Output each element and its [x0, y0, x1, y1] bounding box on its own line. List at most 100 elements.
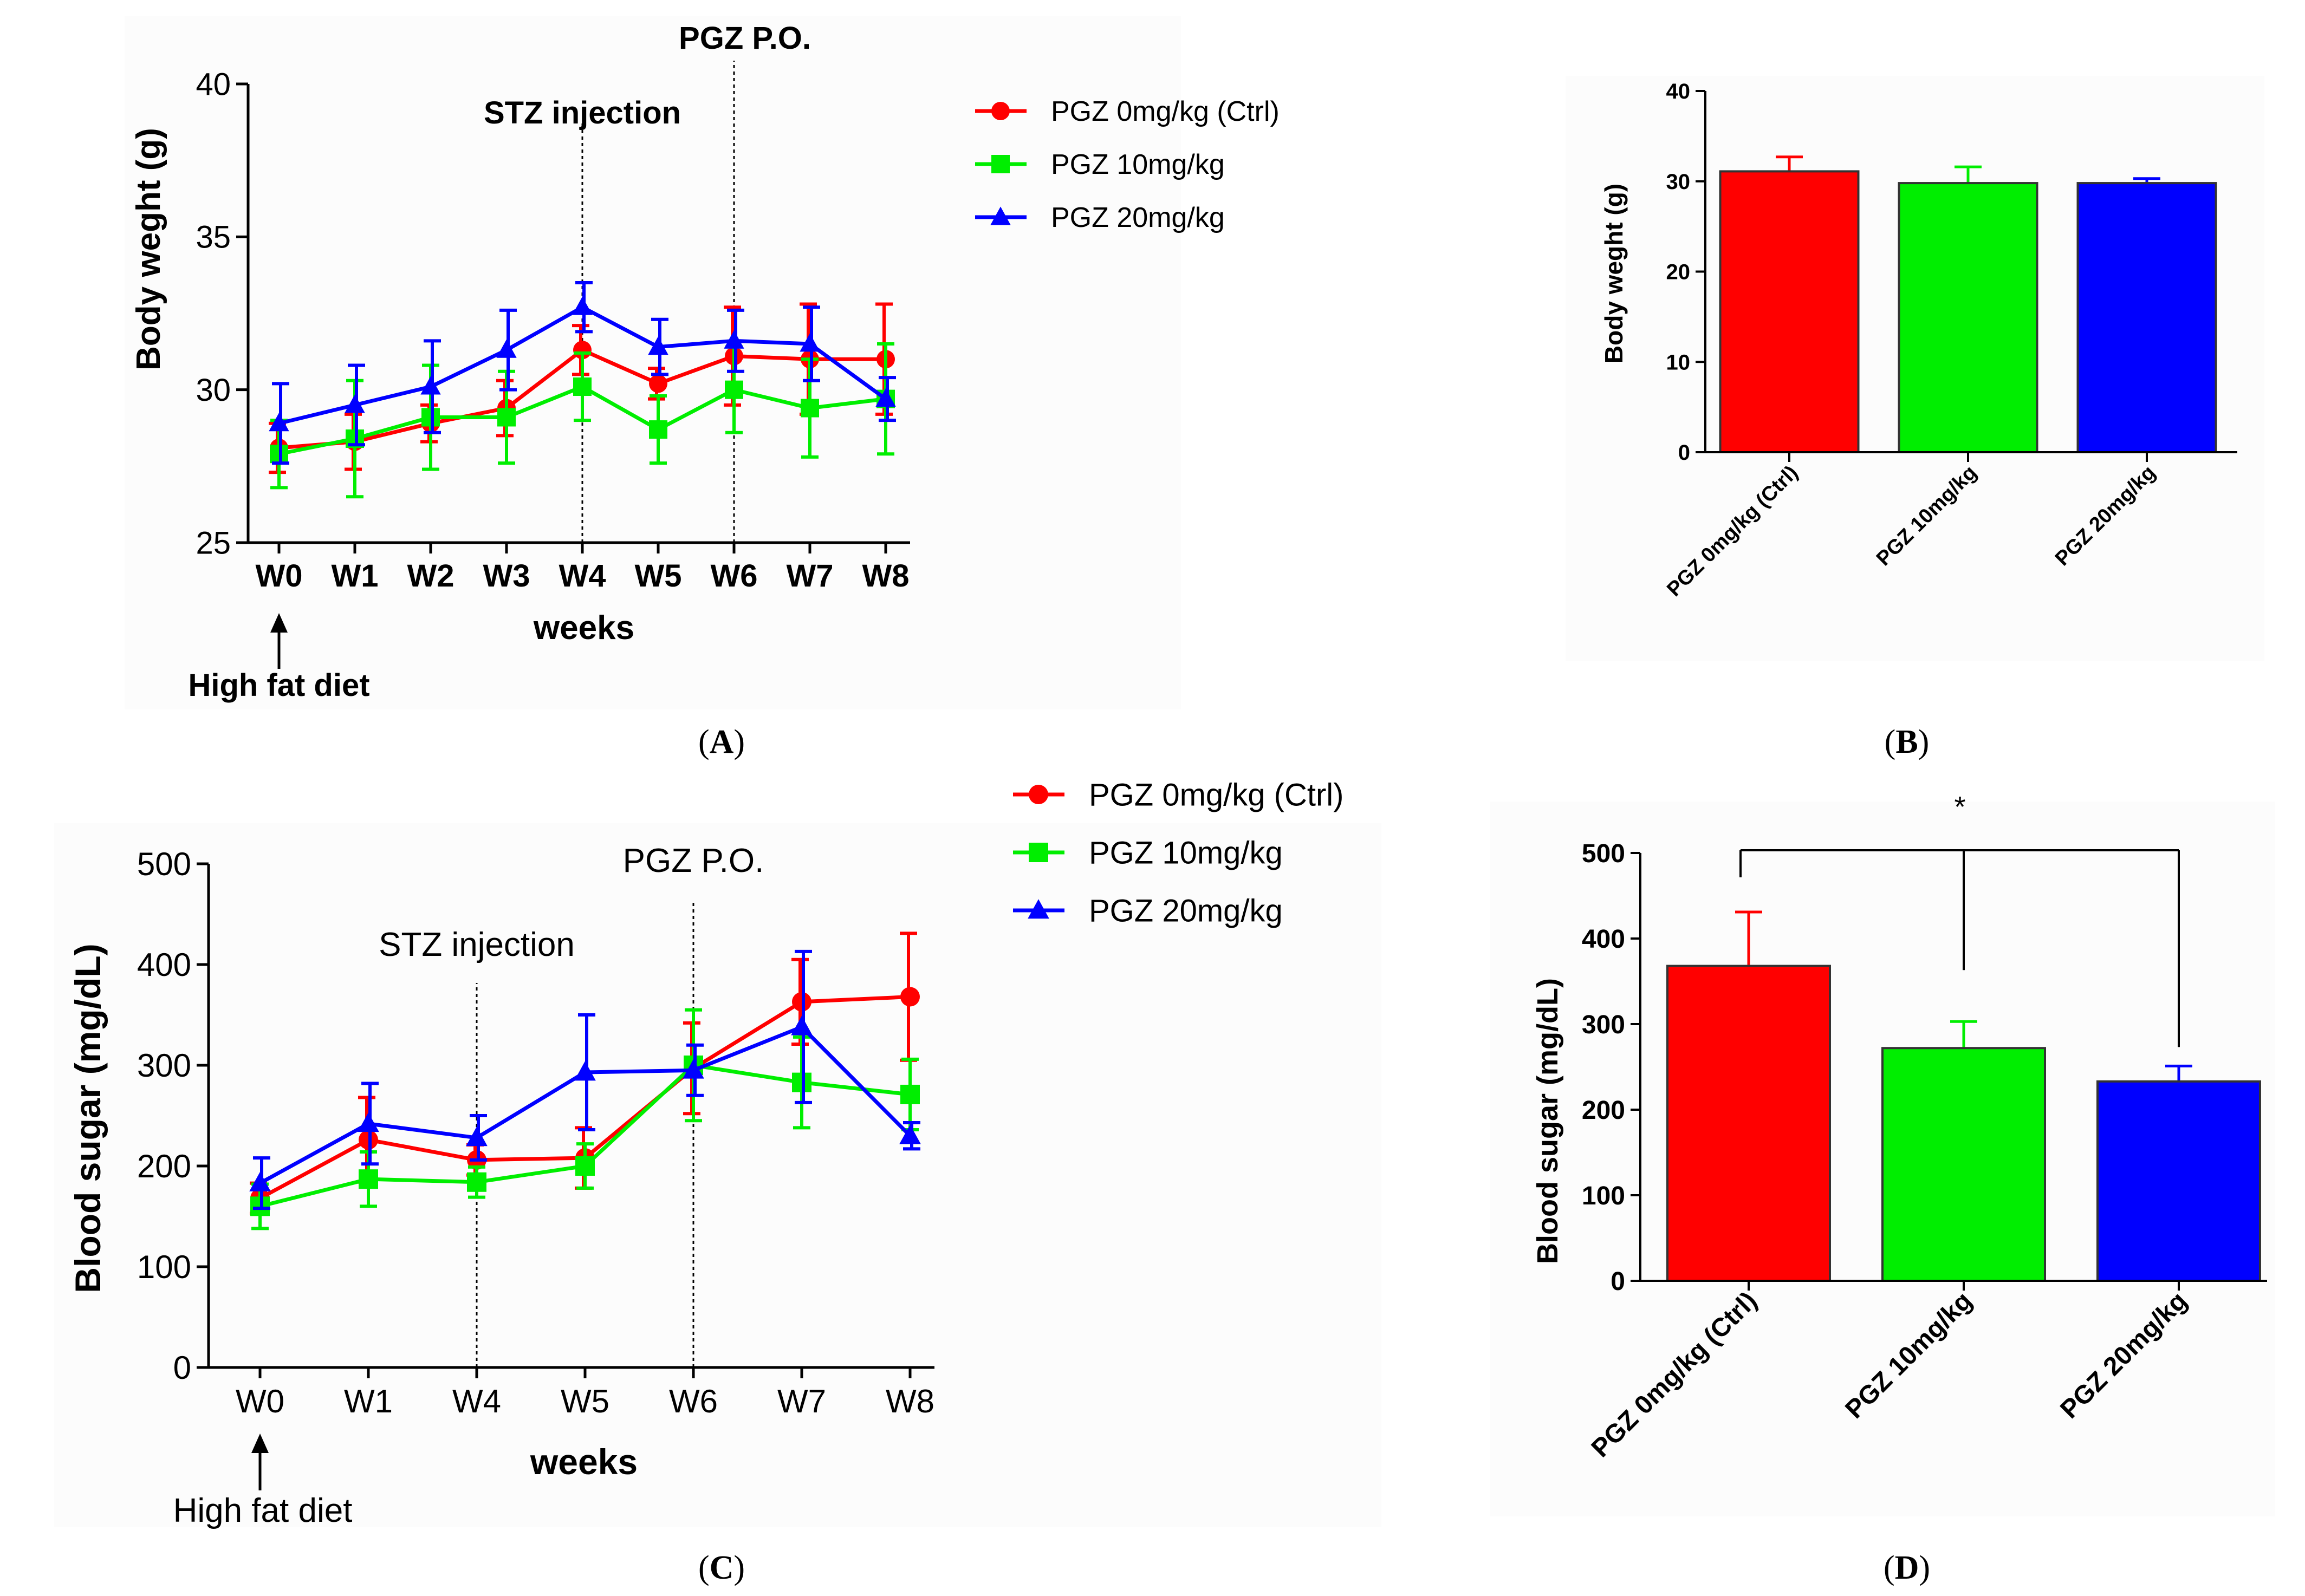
y-tick-label: 400 [137, 947, 191, 983]
panel-caption-a: (A) [698, 724, 745, 760]
y-tick-label: 10 [1666, 350, 1691, 374]
x-tick-label-w1: W1 [332, 558, 379, 594]
series-group [269, 281, 896, 499]
high-fat-diet-label: High fat diet [188, 668, 369, 703]
bar-pgz-20mg-kg [2096, 1080, 2261, 1282]
data-point [358, 1112, 379, 1132]
x-axis-ticks: W0 W1 W4 W5 W6 W7 W8 [236, 1367, 934, 1419]
data-point [900, 987, 920, 1007]
legend: PGZ 0mg/kg (Ctrl) PGZ 10mg/kg PGZ 20mg/kg [1013, 777, 1344, 928]
svg-text:(C): (C) [698, 1549, 745, 1586]
x-tick-label-w8: W8 [862, 558, 910, 594]
legend-item-pgz-0mg-kg-ctrl: PGZ 0mg/kg (Ctrl) [975, 96, 1280, 127]
data-point [649, 420, 667, 439]
legend-marker [991, 155, 1010, 173]
bar-pgz-0mg-kg-ctrl [1666, 965, 1831, 1282]
x-axis-ticks: W0 W1 W2 W3 W4 W5 W6 W7 W8 [256, 543, 910, 594]
data-point [345, 394, 365, 413]
y-tick-label: 100 [137, 1249, 191, 1285]
y-tick-label: 200 [137, 1148, 191, 1184]
series-pgz-20mg-kg [249, 949, 921, 1210]
y-tick-label: 100 [1582, 1182, 1625, 1210]
x-tick-label-w4: W4 [452, 1383, 501, 1419]
data-point [249, 1171, 271, 1191]
legend: PGZ 0mg/kg (Ctrl) PGZ 10mg/kg PGZ 20mg/kg [975, 96, 1280, 233]
y-axis-label: Blood sugar (mg/dL) [68, 943, 108, 1293]
legend-marker [991, 102, 1010, 120]
data-point [800, 333, 820, 352]
legend-item-pgz-20mg-kg: PGZ 20mg/kg [975, 202, 1225, 233]
pgz-po-label: PGZ P.O. [623, 842, 764, 880]
y-tick-label: 35 [196, 220, 231, 255]
y-axis-label: Body weght (g) [1600, 184, 1628, 363]
legend-label: PGZ 20mg/kg [1089, 893, 1283, 928]
panel-caption-c: (C) [698, 1549, 745, 1586]
bars-group [1719, 155, 2217, 454]
y-axis-ticks: 0 100 200 300 400 500 [1582, 839, 1640, 1296]
x-tick-label-w0: W0 [256, 558, 303, 594]
y-axis-ticks: 25 30 35 40 [196, 67, 248, 561]
legend-marker [1028, 899, 1049, 919]
significance-bracket [1739, 849, 2180, 1047]
x-tick-label-w6: W6 [669, 1383, 718, 1419]
legend-label: PGZ 10mg/kg [1089, 835, 1283, 870]
y-axis-ticks: 0 100 200 300 400 500 [137, 846, 209, 1386]
series-group [249, 931, 921, 1230]
data-point [575, 1156, 595, 1176]
legend-marker [1029, 785, 1048, 804]
legend-marker [1029, 843, 1048, 862]
panel-caption-d: (D) [1884, 1549, 1930, 1586]
x-tick-label-w4: W4 [559, 558, 606, 594]
y-axis-label: Body weght (g) [130, 128, 167, 370]
legend-label: PGZ 20mg/kg [1051, 202, 1225, 233]
svg-text:(B): (B) [1885, 724, 1930, 760]
data-point [724, 330, 744, 349]
legend-item-pgz-10mg-kg: PGZ 10mg/kg [975, 149, 1225, 180]
legend-label: PGZ 0mg/kg (Ctrl) [1051, 96, 1280, 127]
data-point [900, 1084, 920, 1104]
x-tick-label-w7: W7 [777, 1383, 826, 1419]
data-point [359, 1169, 378, 1189]
y-axis-label: Blood sugar (mg/dL) [1531, 978, 1564, 1264]
y-tick-label: 400 [1582, 925, 1625, 954]
y-tick-label: 0 [1678, 441, 1690, 465]
x-axis-label: weeks [533, 609, 634, 647]
legend-item-pgz-10mg-kg: PGZ 10mg/kg [1013, 835, 1283, 870]
x-tick-label-w1: W1 [344, 1383, 393, 1419]
data-point [801, 399, 819, 418]
significance-marker: * [1954, 791, 1965, 823]
bar-pgz-20mg-kg [2076, 182, 2217, 453]
bars-group [1666, 910, 2261, 1282]
high-fat-diet-arrow [251, 1434, 269, 1490]
x-tick-label-w8: W8 [886, 1383, 934, 1419]
y-axis-ticks: 0 10 20 30 40 [1666, 80, 1705, 465]
x-tick-label-w2: W2 [407, 558, 454, 594]
svg-text:(A): (A) [698, 724, 745, 760]
y-tick-label: 200 [1582, 1096, 1625, 1125]
y-tick-label: 30 [196, 373, 231, 408]
x-tick-label-w6: W6 [711, 558, 758, 594]
legend-label: PGZ 0mg/kg (Ctrl) [1089, 777, 1344, 812]
data-point [467, 1172, 486, 1192]
legend-item-pgz-20mg-kg: PGZ 20mg/kg [1013, 893, 1283, 928]
panel-caption-b: (B) [1885, 724, 1930, 760]
data-point [899, 1124, 921, 1144]
y-tick-label: 300 [1582, 1011, 1625, 1039]
panel-a-body-weight-line-chart: STZ injection PGZ P.O. 25 30 35 40 W0 W1 W2 W3… [125, 16, 1280, 709]
stz-injection-label: STZ injection [484, 95, 681, 131]
data-point [791, 1015, 813, 1035]
panel-c-blood-sugar-line-chart: STZ injection PGZ P.O. 0100200300400500 … [54, 777, 1381, 1529]
high-fat-diet-label: High fat diet [173, 1492, 353, 1529]
svg-text:(D): (D) [1884, 1549, 1930, 1586]
x-tick-label-w5: W5 [635, 558, 682, 594]
data-point [683, 1059, 704, 1079]
data-point [875, 388, 896, 407]
data-point [466, 1126, 488, 1146]
data-point [496, 339, 517, 358]
y-tick-label: 25 [196, 525, 231, 561]
data-point [649, 374, 667, 393]
legend-item-pgz-0mg-kg-ctrl: PGZ 0mg/kg (Ctrl) [1013, 777, 1344, 812]
